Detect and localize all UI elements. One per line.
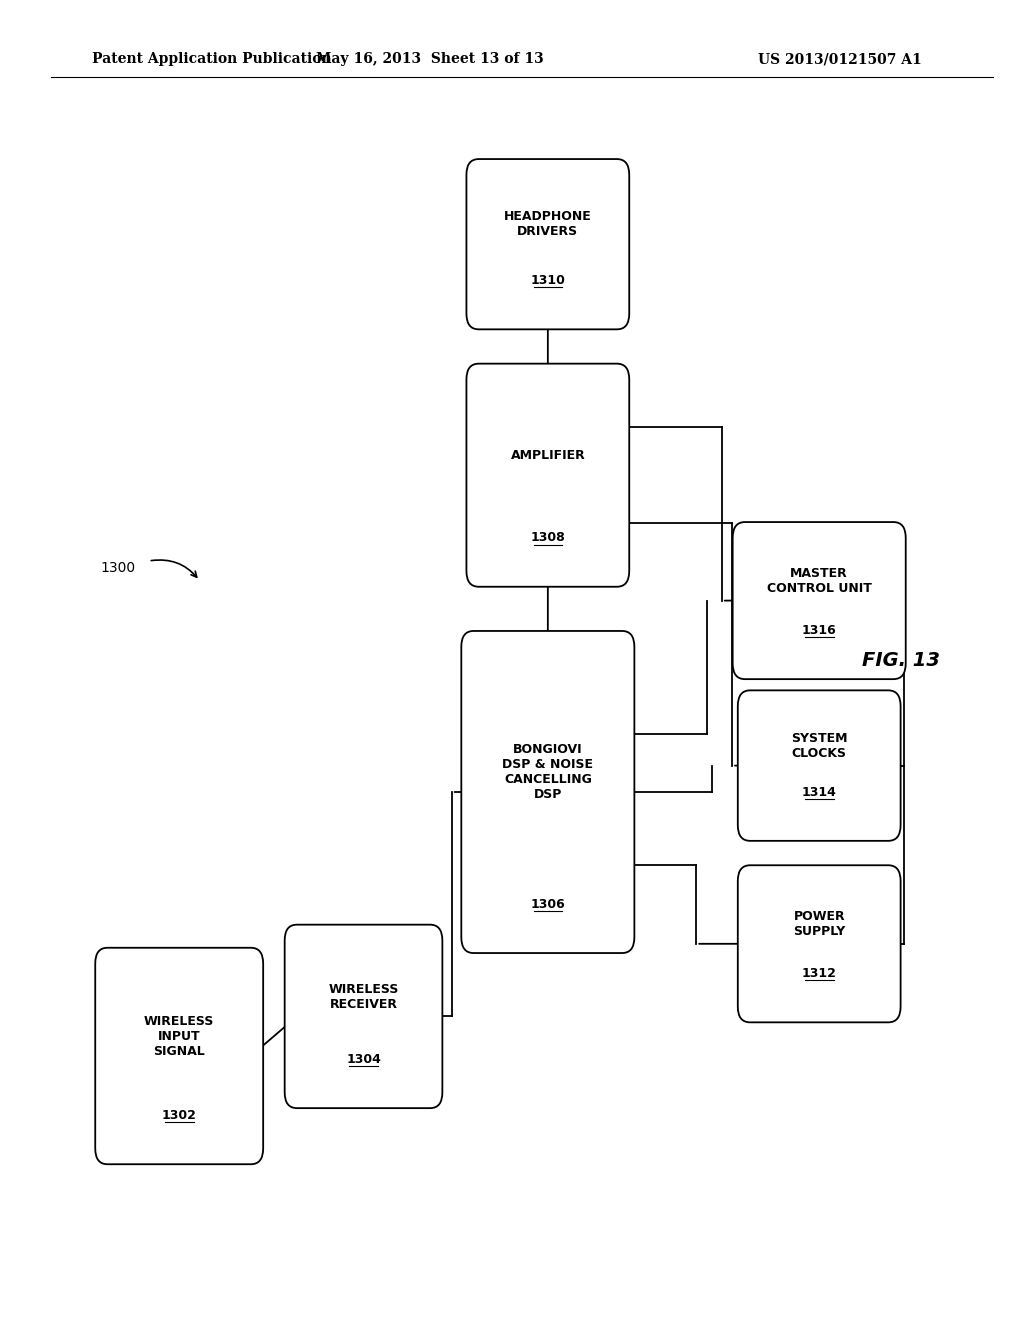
Text: SYSTEM
CLOCKS: SYSTEM CLOCKS	[791, 731, 848, 760]
Text: 1306: 1306	[530, 898, 565, 911]
Text: US 2013/0121507 A1: US 2013/0121507 A1	[758, 53, 922, 66]
Text: AMPLIFIER: AMPLIFIER	[511, 449, 585, 462]
Text: MASTER
CONTROL UNIT: MASTER CONTROL UNIT	[767, 566, 871, 595]
FancyBboxPatch shape	[737, 866, 901, 1022]
FancyBboxPatch shape	[737, 690, 901, 841]
Text: 1314: 1314	[802, 785, 837, 799]
Text: FIG. 13: FIG. 13	[862, 651, 940, 669]
Text: 1308: 1308	[530, 532, 565, 544]
Text: POWER
SUPPLY: POWER SUPPLY	[793, 909, 846, 939]
Text: HEADPHONE
DRIVERS: HEADPHONE DRIVERS	[504, 210, 592, 239]
Text: WIRELESS
RECEIVER: WIRELESS RECEIVER	[329, 982, 398, 1011]
Text: 1304: 1304	[346, 1053, 381, 1065]
FancyBboxPatch shape	[467, 160, 629, 330]
Text: 1316: 1316	[802, 624, 837, 636]
FancyBboxPatch shape	[95, 948, 263, 1164]
Text: 1312: 1312	[802, 968, 837, 979]
FancyBboxPatch shape	[733, 521, 906, 678]
Text: WIRELESS
INPUT
SIGNAL: WIRELESS INPUT SIGNAL	[144, 1015, 214, 1057]
FancyBboxPatch shape	[461, 631, 634, 953]
FancyBboxPatch shape	[467, 364, 629, 586]
FancyBboxPatch shape	[285, 924, 442, 1109]
Text: BONGIOVI
DSP & NOISE
CANCELLING
DSP: BONGIOVI DSP & NOISE CANCELLING DSP	[503, 743, 593, 801]
FancyArrowPatch shape	[152, 560, 197, 577]
Text: 1310: 1310	[530, 275, 565, 286]
Text: May 16, 2013  Sheet 13 of 13: May 16, 2013 Sheet 13 of 13	[316, 53, 544, 66]
Text: 1300: 1300	[100, 561, 135, 574]
Text: 1302: 1302	[162, 1109, 197, 1122]
Text: Patent Application Publication: Patent Application Publication	[92, 53, 332, 66]
